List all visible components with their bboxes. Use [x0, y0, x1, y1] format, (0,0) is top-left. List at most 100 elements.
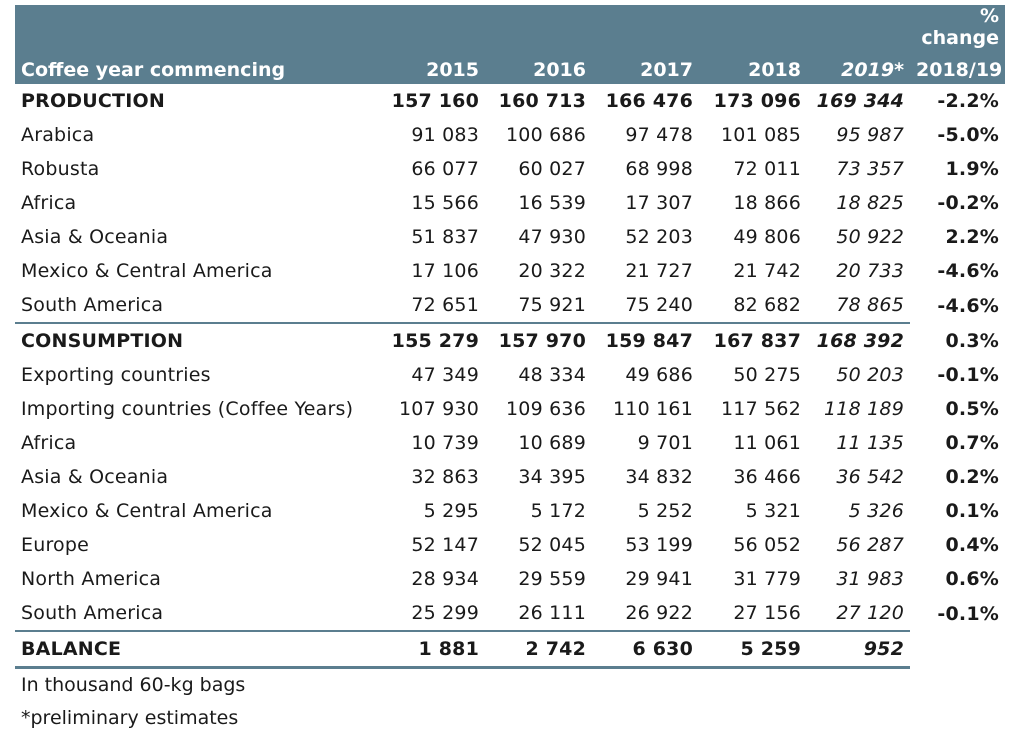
table-row: BALANCE 1 881 2 742 6 630 5 259 952 [15, 631, 1005, 669]
table-row: Asia & Oceania 51 837 47 930 52 203 49 806 50… [15, 220, 1005, 254]
header-spacer [807, 5, 910, 49]
row-value: 166 476 [605, 90, 693, 112]
header-year-prelim: 2019* [807, 49, 910, 84]
row-change: 2.2% [945, 226, 999, 248]
row-change: -0.1% [937, 602, 999, 625]
row-label: Asia & Oceania [21, 226, 169, 248]
row-value: 101 085 [721, 124, 801, 146]
row-value: 26 922 [592, 596, 699, 632]
table-row: Asia & Oceania 32 863 34 395 34 832 36 466 36… [15, 460, 1005, 494]
row-value-prelim: 50 922 [836, 226, 904, 248]
row-label: South America [15, 288, 363, 324]
row-change [910, 631, 1005, 668]
row-value: 32 863 [411, 466, 479, 488]
row-label: Asia & Oceania [21, 466, 169, 488]
row-value-prelim: 18 825 [836, 192, 904, 214]
coffee-table-container: % change Coffee year commencing 2015 201… [15, 5, 1005, 735]
row-value-prelim: 27 120 [807, 596, 910, 632]
row-value: 29 941 [625, 568, 693, 590]
row-value-prelim: 95 987 [836, 124, 904, 146]
row-value-prelim: 31 983 [836, 568, 904, 590]
header-spacer [699, 5, 807, 49]
header-label: Coffee year commencing [15, 49, 363, 84]
table-row: Europe 52 147 52 045 53 199 56 052 56 287 0.4% [15, 528, 1005, 562]
row-value: 48 334 [518, 364, 586, 386]
row-value: 68 998 [625, 158, 693, 180]
footnote-prelim: *preliminary estimates [21, 707, 239, 729]
row-label: North America [21, 568, 162, 590]
row-value: 1 881 [363, 631, 485, 669]
row-value: 49 686 [625, 364, 693, 386]
header-spacer [363, 5, 485, 49]
header-year: 2018 [699, 49, 807, 84]
row-value: 17 307 [625, 192, 693, 214]
row-label: Mexico & Central America [21, 260, 273, 282]
row-value: 60 027 [518, 158, 586, 180]
row-value: 100 686 [506, 124, 586, 146]
row-value: 29 559 [518, 568, 586, 590]
table-body: PRODUCTION 157 160 160 713 166 476 173 096 16… [15, 84, 1005, 669]
row-value: 53 199 [625, 534, 693, 556]
coffee-balance-table: % change Coffee year commencing 2015 201… [15, 5, 1005, 669]
row-change: -4.6% [937, 294, 999, 317]
row-value: 52 147 [411, 534, 479, 556]
row-value: 167 837 [713, 330, 801, 352]
row-value: 21 742 [733, 260, 801, 282]
row-value: 16 539 [518, 192, 586, 214]
table-row: Mexico & Central America 17 106 20 322 21 7… [15, 254, 1005, 288]
header-year: 2017 [592, 49, 699, 84]
row-label: Africa [21, 432, 77, 454]
row-value-prelim: 50 203 [836, 364, 904, 386]
table-row: Arabica 91 083 100 686 97 478 101 085 95 987 -… [15, 118, 1005, 152]
row-label: South America [15, 596, 363, 632]
row-value-prelim: 20 733 [836, 260, 904, 282]
row-value: 75 240 [592, 288, 699, 324]
row-value: 5 172 [530, 500, 586, 522]
row-value-prelim: 56 287 [836, 534, 904, 556]
row-value: 18 866 [733, 192, 801, 214]
table-row: North America 28 934 29 559 29 941 31 779 31 … [15, 562, 1005, 596]
row-value: 107 930 [399, 398, 479, 420]
row-change: 0.6% [945, 568, 999, 590]
row-value: 34 832 [625, 466, 693, 488]
row-value: 10 739 [411, 432, 479, 454]
row-value: 49 806 [733, 226, 801, 248]
row-label: CONSUMPTION [21, 330, 184, 352]
row-label: PRODUCTION [21, 90, 165, 112]
table-header: % change Coffee year commencing 2015 201… [15, 5, 1005, 84]
header-spacer [15, 5, 363, 49]
row-value: 109 636 [506, 398, 586, 420]
table-row: Robusta 66 077 60 027 68 998 72 011 73 357 1.9… [15, 152, 1005, 186]
footnote-units: In thousand 60-kg bags [21, 674, 246, 696]
row-value: 117 562 [721, 398, 801, 420]
row-label: Mexico & Central America [21, 500, 273, 522]
row-value: 56 052 [733, 534, 801, 556]
row-value: 47 930 [518, 226, 586, 248]
row-change: -0.2% [937, 192, 999, 214]
row-value-prelim: 168 392 [816, 330, 904, 352]
row-value: 17 106 [411, 260, 479, 282]
table-row: CONSUMPTION 155 279 157 970 159 847 167 837 1… [15, 323, 1005, 358]
row-label: BALANCE [15, 631, 363, 669]
row-value: 52 203 [625, 226, 693, 248]
row-label: Exporting countries [21, 364, 211, 386]
row-change: 0.1% [945, 500, 999, 522]
row-value: 66 077 [411, 158, 479, 180]
table-row: Exporting countries 47 349 48 334 49 686 50 … [15, 358, 1005, 392]
row-value: 11 061 [733, 432, 801, 454]
row-change: -0.1% [937, 364, 999, 386]
row-value: 25 299 [363, 596, 485, 632]
row-value: 31 779 [733, 568, 801, 590]
row-value: 21 727 [625, 260, 693, 282]
table-row: Importing countries (Coffee Years) 107 93… [15, 392, 1005, 426]
row-value: 72 651 [363, 288, 485, 324]
row-label: Robusta [21, 158, 100, 180]
row-value-prelim: 118 189 [824, 398, 904, 420]
row-value: 26 111 [485, 596, 592, 632]
row-value: 52 045 [518, 534, 586, 556]
table-row: PRODUCTION 157 160 160 713 166 476 173 096 16… [15, 84, 1005, 118]
row-value: 110 161 [613, 398, 693, 420]
row-value: 20 322 [518, 260, 586, 282]
row-value: 10 689 [518, 432, 586, 454]
row-label: Africa [21, 192, 77, 214]
